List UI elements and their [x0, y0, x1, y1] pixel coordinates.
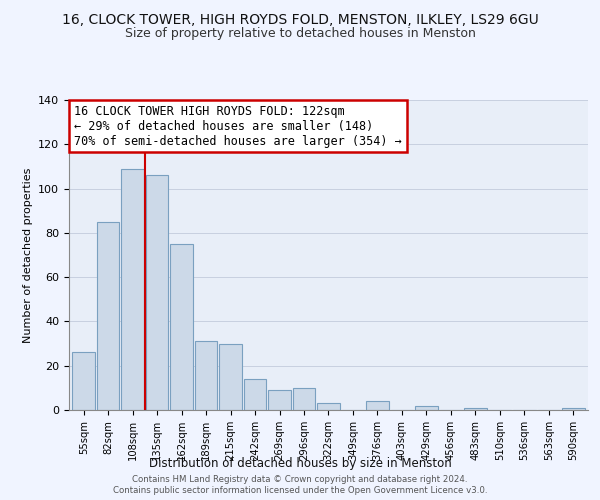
- Bar: [244, 379, 266, 410]
- Text: Distribution of detached houses by size in Menston: Distribution of detached houses by size …: [149, 458, 451, 470]
- Bar: [73, 352, 95, 410]
- Y-axis label: Number of detached properties: Number of detached properties: [23, 168, 32, 342]
- Text: 16, CLOCK TOWER, HIGH ROYDS FOLD, MENSTON, ILKLEY, LS29 6GU: 16, CLOCK TOWER, HIGH ROYDS FOLD, MENSTO…: [62, 12, 538, 26]
- Bar: [146, 176, 169, 410]
- Text: Contains HM Land Registry data © Crown copyright and database right 2024.: Contains HM Land Registry data © Crown c…: [132, 475, 468, 484]
- Bar: [121, 168, 144, 410]
- Bar: [317, 404, 340, 410]
- Text: Size of property relative to detached houses in Menston: Size of property relative to detached ho…: [125, 28, 475, 40]
- Bar: [220, 344, 242, 410]
- Text: 16 CLOCK TOWER HIGH ROYDS FOLD: 122sqm
← 29% of detached houses are smaller (148: 16 CLOCK TOWER HIGH ROYDS FOLD: 122sqm ←…: [74, 104, 402, 148]
- Bar: [415, 406, 437, 410]
- Bar: [366, 401, 389, 410]
- Bar: [170, 244, 193, 410]
- Bar: [293, 388, 315, 410]
- Bar: [464, 408, 487, 410]
- Bar: [97, 222, 119, 410]
- Bar: [268, 390, 291, 410]
- Bar: [562, 408, 584, 410]
- Text: Contains public sector information licensed under the Open Government Licence v3: Contains public sector information licen…: [113, 486, 487, 495]
- Bar: [195, 342, 217, 410]
